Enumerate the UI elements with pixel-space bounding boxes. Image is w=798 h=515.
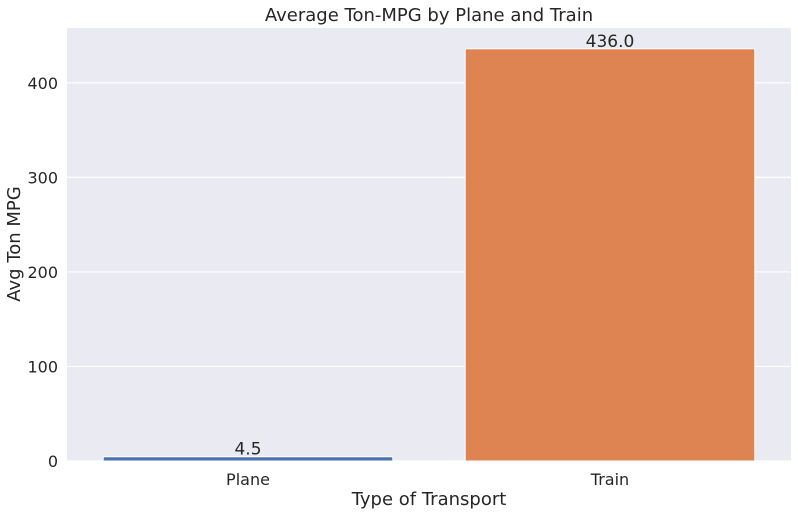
y-axis-label: Avg Ton MPG: [4, 186, 25, 301]
y-tick-label-1: 100: [27, 357, 58, 376]
x-tick-label-train: Train: [590, 470, 629, 489]
y-tick-label-0: 0: [48, 452, 58, 471]
bar-train: [464, 48, 756, 462]
x-axis-label: Type of Transport: [351, 489, 507, 510]
chart-title: Average Ton-MPG by Plane and Train: [265, 5, 593, 26]
x-tick-label-plane: Plane: [226, 470, 270, 489]
bars: [102, 48, 756, 462]
bar-plane: [102, 456, 394, 462]
bar-value-labels: 4.5 436.0: [234, 32, 634, 460]
bar-value-label-train: 436.0: [586, 32, 635, 52]
bar-value-label-plane: 4.5: [234, 440, 261, 460]
y-axis-ticks: 0 100 200 300 400: [27, 74, 58, 471]
x-axis-ticks: Plane Train: [226, 470, 629, 489]
y-tick-label-2: 200: [27, 263, 58, 282]
y-tick-label-3: 300: [27, 168, 58, 187]
y-tick-label-4: 400: [27, 74, 58, 93]
